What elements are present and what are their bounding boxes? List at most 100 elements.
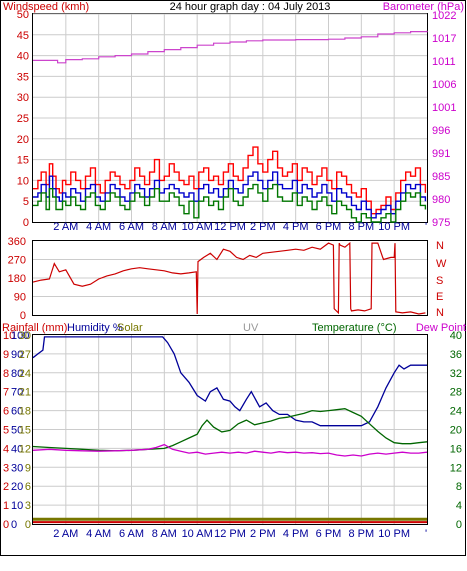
wind-x-tick-label: 4 AM bbox=[86, 221, 111, 233]
humidity-tick-label: 70 bbox=[11, 387, 23, 399]
temp-x-tick-label: 8 AM bbox=[152, 528, 177, 540]
temp-x-tick-label: 12 PM bbox=[214, 528, 246, 540]
barometer-tick-label: 1006 bbox=[432, 79, 456, 91]
barometer-axis-label: Barometer (hPa) bbox=[383, 1, 464, 13]
wind-x-tick-label: 2 AM bbox=[53, 221, 78, 233]
wind-x-tick-label: 6 PM bbox=[316, 221, 342, 233]
solar-tick-label: 9 bbox=[25, 462, 31, 474]
wind-tick-label: 15 bbox=[17, 155, 29, 167]
wind-tick-label: 45 bbox=[17, 30, 29, 42]
temperature-tick-label: 24 bbox=[450, 406, 462, 418]
direction-tick-label: 270 bbox=[8, 255, 26, 267]
humidity-tick-label: 0 bbox=[11, 519, 17, 531]
barometer-tick-label: 996 bbox=[432, 125, 450, 137]
humidity-tick-label: 80 bbox=[11, 368, 23, 380]
solar-tick-label: 15 bbox=[19, 425, 31, 437]
wind-x-tick-label: 6 AM bbox=[119, 221, 144, 233]
dewpoint-axis-label: Dew Point bbox=[416, 322, 466, 334]
humidity-axis-label: Humidity % bbox=[67, 322, 123, 334]
temp-x-tick-label: 4 AM bbox=[86, 528, 111, 540]
solar-tick-label: 30 bbox=[19, 330, 31, 342]
series-average bbox=[33, 171, 427, 219]
humidity-tick-label: 20 bbox=[11, 481, 23, 493]
temp-x-tick-label: 6 AM bbox=[119, 528, 144, 540]
series-humidity bbox=[32, 336, 427, 427]
temperature-tick-label: 36 bbox=[450, 349, 462, 361]
temperature-axis-label: Temperature (°C) bbox=[312, 322, 396, 334]
wind-tick-label: 20 bbox=[17, 134, 29, 146]
temp-x-tick-label: 4 PM bbox=[283, 528, 309, 540]
temperature-tick-label: 28 bbox=[450, 387, 462, 399]
temp-x-tick-label: 10 AM bbox=[182, 528, 213, 540]
wind-x-tick-label: 10 PM bbox=[378, 221, 410, 233]
wind-tick-label: 40 bbox=[17, 51, 29, 63]
direction-compass-label: N bbox=[436, 240, 444, 252]
solar-tick-label: 6 bbox=[25, 481, 31, 493]
rainfall-axis-label: Rainfall (mm) bbox=[2, 322, 67, 334]
wind-x-end-mark: ' bbox=[425, 221, 427, 233]
direction-compass-label: S bbox=[436, 275, 443, 287]
solar-tick-label: 0 bbox=[25, 519, 31, 531]
wind-x-tick-label: 8 PM bbox=[348, 221, 374, 233]
direction-panel-frame bbox=[32, 240, 428, 316]
rainfall-tick-label: 3 bbox=[3, 462, 9, 474]
temperature-tick-label: 0 bbox=[456, 519, 462, 531]
humidity-tick-label: 40 bbox=[11, 443, 23, 455]
series-direction bbox=[32, 241, 426, 315]
barometer-tick-label: 1022 bbox=[432, 10, 456, 22]
temperature-tick-label: 32 bbox=[450, 368, 462, 380]
windspeed-axis-label: Windspeed (kmh) bbox=[3, 1, 89, 13]
wind-tick-label: 5 bbox=[23, 196, 29, 208]
direction-compass-label: W bbox=[436, 258, 447, 270]
barometer-tick-label: 975 bbox=[432, 217, 450, 229]
wind-tick-label: 30 bbox=[17, 92, 29, 104]
rainfall-tick-label: 2 bbox=[3, 481, 9, 493]
humidity-tick-label: 90 bbox=[11, 349, 23, 361]
temp-x-tick-label: 6 PM bbox=[316, 528, 342, 540]
series-barometer bbox=[33, 30, 428, 64]
axis-tick-labels: 0510152025303540455097598098599199610011… bbox=[3, 9, 462, 540]
barometer-tick-label: 1011 bbox=[432, 56, 456, 68]
wind-tick-label: 50 bbox=[17, 9, 29, 21]
humidity-tick-label: 50 bbox=[11, 425, 23, 437]
solar-tick-label: 27 bbox=[19, 349, 31, 361]
wind-x-tick-label: 10 AM bbox=[182, 221, 213, 233]
direction-tick-label: 360 bbox=[8, 236, 26, 248]
barometer-tick-label: 1017 bbox=[432, 33, 456, 45]
direction-compass-label: N bbox=[436, 307, 444, 319]
temp-x-tick-label: 8 PM bbox=[348, 528, 374, 540]
temp-x-tick-label: 2 PM bbox=[250, 528, 276, 540]
solar-tick-label: 3 bbox=[25, 500, 31, 512]
humidity-tick-label: 60 bbox=[11, 406, 23, 418]
chart-title: 24 hour graph day : 04 July 2013 bbox=[170, 1, 331, 13]
temperature-tick-label: 8 bbox=[456, 481, 462, 493]
direction-tick-label: 0 bbox=[20, 310, 26, 322]
rainfall-tick-label: 1 bbox=[3, 500, 9, 512]
direction-tick-label: 90 bbox=[14, 292, 26, 304]
solar-tick-label: 18 bbox=[19, 406, 31, 418]
wind-tick-label: 35 bbox=[17, 71, 29, 83]
solar-tick-label: 12 bbox=[19, 443, 31, 455]
rainfall-tick-label: 7 bbox=[3, 387, 9, 399]
rainfall-tick-label: 6 bbox=[3, 406, 9, 418]
wind-tick-label: 10 bbox=[17, 175, 29, 187]
temperature-tick-label: 12 bbox=[450, 462, 462, 474]
solar-tick-label: 21 bbox=[19, 387, 31, 399]
wind-tick-label: 25 bbox=[17, 113, 29, 125]
barometer-tick-label: 980 bbox=[432, 194, 450, 206]
rainfall-tick-label: 5 bbox=[3, 425, 9, 437]
wind-tick-label: 0 bbox=[23, 217, 29, 229]
rainfall-tick-label: 10 bbox=[3, 330, 15, 342]
series-gust bbox=[33, 146, 427, 215]
temp-x-tick-label: 2 AM bbox=[53, 528, 78, 540]
wind-x-tick-label: 8 AM bbox=[152, 221, 177, 233]
rainfall-tick-label: 9 bbox=[3, 349, 9, 361]
solar-tick-label: 24 bbox=[19, 368, 31, 380]
series-dewpoint bbox=[32, 443, 428, 457]
wind-x-tick-label: 2 PM bbox=[250, 221, 276, 233]
temperature-tick-label: 4 bbox=[456, 500, 462, 512]
temperature-tick-label: 40 bbox=[450, 330, 462, 342]
wind-x-tick-label: 4 PM bbox=[283, 221, 309, 233]
